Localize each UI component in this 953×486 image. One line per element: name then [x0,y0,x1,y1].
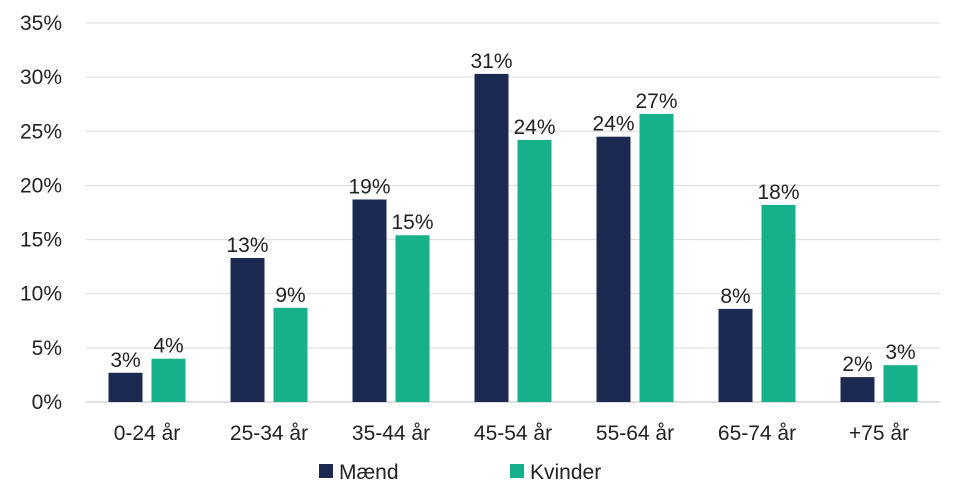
data-label: 3% [885,341,915,364]
bar-kvinder [151,358,186,402]
y-tick-label: 5% [32,337,62,360]
bar-maend [108,372,143,402]
x-tick-label: 65-74 år [718,422,796,445]
bar-kvinder [273,307,308,402]
bar-maend [840,377,875,402]
data-label: 27% [635,90,677,113]
x-tick-label: 25-34 år [230,422,308,445]
legend-item-kvinder: Kvinder [510,461,601,484]
x-axis-ticks: 0-24 år 25-34 år 35-44 år 45-54 år 55-64 år 6… [114,422,909,445]
bar-maend [596,136,631,402]
legend-item-maend: Mænd [319,461,399,484]
legend: Mænd Kvinder [319,461,601,484]
data-label: 15% [391,211,433,234]
x-tick-label: 45-54 år [474,422,552,445]
data-label: 9% [275,284,305,307]
bar-kvinder [883,365,918,402]
y-tick-label: 0% [32,391,62,414]
data-label: 8% [720,285,750,308]
y-tick-label: 15% [20,229,62,252]
gridlines [86,22,940,403]
legend-label: Mænd [339,461,399,484]
data-label: 2% [842,353,872,376]
bar-kvinder [761,204,796,402]
x-tick-label: 35-44 år [352,422,430,445]
data-label: 31% [470,50,512,73]
legend-label: Kvinder [530,461,601,484]
bar-maend [352,199,387,402]
data-label: 4% [153,335,183,358]
data-label: 3% [110,349,140,372]
y-tick-label: 10% [20,283,62,306]
y-tick-label: 30% [20,66,62,89]
data-label: 18% [757,181,799,204]
legend-swatch [510,464,524,478]
y-tick-label: 25% [20,120,62,143]
x-tick-label: +75 år [849,422,909,445]
legend-swatch [319,464,333,478]
y-tick-label: 35% [20,12,62,35]
bar-kvinder [639,113,674,403]
bars [108,73,918,403]
data-label: 13% [226,234,268,257]
y-axis-ticks: 0% 5% 10% 15% 20% 25% 30% 35% [20,12,62,414]
bar-maend [718,308,753,402]
data-label: 24% [592,113,634,136]
bar-maend [230,257,265,402]
y-tick-label: 20% [20,174,62,197]
data-labels: 3%4%13%9%19%15%31%24% 24%27%8%18%2%3% [110,50,915,376]
bar-kvinder [517,139,552,402]
data-label: 24% [513,116,555,139]
data-label: 19% [348,176,390,199]
x-tick-label: 55-64 år [596,422,674,445]
bar-maend [474,73,509,402]
x-tick-label: 0-24 år [114,422,181,445]
bar-kvinder [395,235,430,402]
